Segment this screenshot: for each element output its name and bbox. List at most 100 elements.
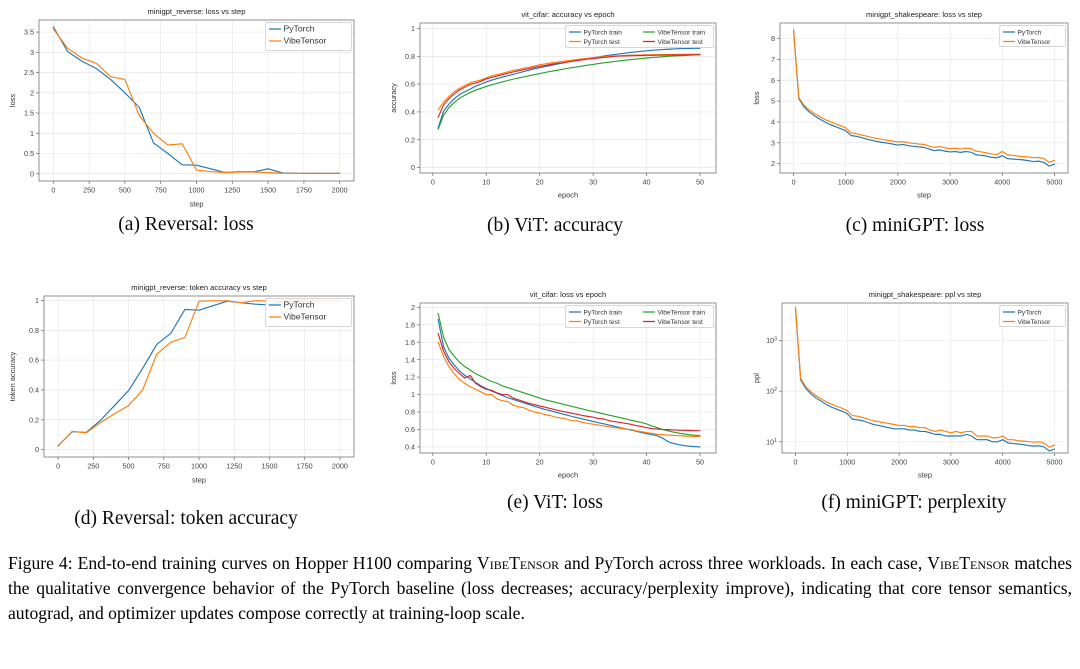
y-tick-label: 0.8 (405, 408, 415, 417)
y-tick-label: 0.6 (405, 80, 415, 89)
x-tick-label: 20 (536, 178, 544, 187)
chart-legend: PyTorch VibeTensor (265, 22, 352, 51)
panel-b: vit_cifar: accuracy vs epoch 0 10 20 30 40 50 0… (388, 8, 722, 200)
x-tick-label: 4000 (995, 458, 1011, 467)
x-tick-label: 5000 (1046, 178, 1062, 187)
y-tick-label: 0.2 (29, 415, 39, 424)
x-tick-label: 0 (431, 458, 435, 467)
y-tick-label: 0.4 (405, 107, 415, 116)
x-tick-label: 750 (155, 186, 167, 195)
y-tick-label: 1 (411, 390, 415, 399)
x-tick-label: 4000 (994, 178, 1010, 187)
x-tick-label: 0 (56, 462, 60, 471)
series-line (794, 307, 1056, 452)
series-line (437, 318, 701, 448)
y-tick-label: 0.4 (29, 386, 39, 395)
x-tick-label: 3000 (942, 178, 958, 187)
x-tick-label: 250 (87, 462, 99, 471)
x-axis-label: epoch (558, 471, 578, 480)
series-line (792, 29, 1056, 163)
x-tick-label: 0 (431, 178, 435, 187)
series-line (437, 54, 701, 119)
x-tick-label: 1000 (189, 186, 205, 195)
chart-legend: PyTorch VibeTensor (999, 25, 1066, 47)
x-tick-label: 10 (482, 458, 490, 467)
x-tick-label: 0 (793, 458, 797, 467)
y-axis-label: loss (752, 91, 761, 104)
panel-a: minigpt_reverse: loss vs step 0 250 500 750 1… (6, 4, 362, 209)
series-line (437, 312, 701, 437)
y-tick-label: 5 (771, 97, 775, 106)
x-tick-label: 10 (482, 178, 490, 187)
x-tick-label: 0 (792, 178, 796, 187)
series-line (794, 306, 1056, 448)
chart-legend: PyTorch train PyTorch test VibeTensor trai… (565, 25, 714, 48)
y-tick-label: 102 (766, 387, 777, 396)
x-tick-label: 500 (119, 186, 131, 195)
y-tick-label: 0.2 (405, 135, 415, 144)
legend-label: VibeTensor test (658, 319, 703, 326)
x-tick-label: 20 (536, 458, 544, 467)
x-tick-label: 2000 (332, 186, 348, 195)
chart-e-svg: vit_cifar: loss vs epoch 0 10 20 30 40 50 0.4 0.… (389, 290, 717, 480)
y-axis-label: token accuracy (8, 351, 17, 401)
x-tick-label: 1000 (839, 458, 855, 467)
series-line (792, 29, 1056, 167)
chart-c-svg: minigpt_shakespeare: loss vs step 0 1000 20… (752, 10, 1069, 200)
x-tick-label: 0 (51, 186, 55, 195)
subcaption-a: (a) Reversal: loss (118, 214, 254, 235)
y-tick-label: 1.4 (405, 355, 415, 364)
panel-c: minigpt_shakespeare: loss vs step 0 1000 20… (752, 8, 1074, 200)
x-tick-label: 1750 (297, 462, 313, 471)
y-tick-label: 0.6 (405, 425, 415, 434)
x-tick-label: 1500 (261, 462, 277, 471)
y-tick-label: 1.8 (405, 320, 415, 329)
y-axis-label: accuracy (389, 83, 398, 113)
y-tick-label: 101 (766, 437, 777, 446)
chart-title: vit_cifar: accuracy vs epoch (521, 10, 614, 19)
y-tick-label: 4 (771, 118, 775, 127)
legend-label: PyTorch (1018, 29, 1042, 36)
legend-label: PyTorch test (584, 319, 620, 326)
legend-label: PyTorch train (584, 309, 623, 316)
chart-title: minigpt_reverse: token accuracy vs step (131, 283, 266, 292)
product-name: VibeTensor (477, 553, 560, 573)
x-tick-label: 1250 (224, 186, 240, 195)
x-tick-label: 2000 (890, 178, 906, 187)
legend-label: VibeTensor train (658, 309, 706, 316)
y-tick-label: 0.4 (405, 442, 415, 451)
x-axis-label: step (917, 191, 931, 200)
chart-title: minigpt_shakespeare: ppl vs step (869, 290, 982, 299)
chart-legend: PyTorch VibeTensor (265, 298, 352, 327)
figure-caption: Figure 4: End-to-end training curves on … (8, 553, 1072, 623)
y-tick-label: 6 (771, 76, 775, 85)
y-tick-label: 0.8 (29, 326, 39, 335)
y-tick-label: 1 (30, 129, 34, 138)
y-tick-label: 1.2 (405, 373, 415, 382)
legend-label: VibeTensor (284, 35, 327, 45)
y-tick-label: 2 (771, 159, 775, 168)
legend-label: PyTorch (1018, 309, 1042, 316)
x-tick-label: 5000 (1047, 458, 1063, 467)
legend-label: PyTorch train (584, 29, 623, 36)
y-tick-label: 1 (35, 296, 39, 305)
y-tick-label: 0 (30, 169, 34, 178)
y-tick-label: 1 (411, 24, 415, 33)
chart-a-svg: minigpt_reverse: loss vs step 0 250 500 750 1… (8, 7, 355, 209)
legend-label: VibeTensor (1018, 39, 1052, 46)
x-tick-label: 1000 (191, 462, 207, 471)
legend-label: VibeTensor (284, 311, 327, 321)
panel-e: vit_cifar: loss vs epoch 0 10 20 30 40 50 0.4 0.… (388, 288, 722, 480)
y-tick-label: 3 (771, 138, 775, 147)
x-axis-label: step (918, 471, 932, 480)
chart-title: minigpt_reverse: loss vs step (148, 7, 246, 16)
x-tick-label: 40 (643, 458, 651, 467)
x-tick-label: 1000 (838, 178, 854, 187)
x-tick-label: 30 (589, 178, 597, 187)
chart-legend: PyTorch VibeTensor (999, 305, 1066, 327)
subcaption-b: (b) ViT: accuracy (486, 215, 624, 236)
x-axis-label: step (190, 200, 204, 209)
x-tick-label: 3000 (943, 458, 959, 467)
y-tick-label: 7 (771, 55, 775, 64)
subcaption-c: (c) miniGPT: loss (845, 215, 985, 236)
